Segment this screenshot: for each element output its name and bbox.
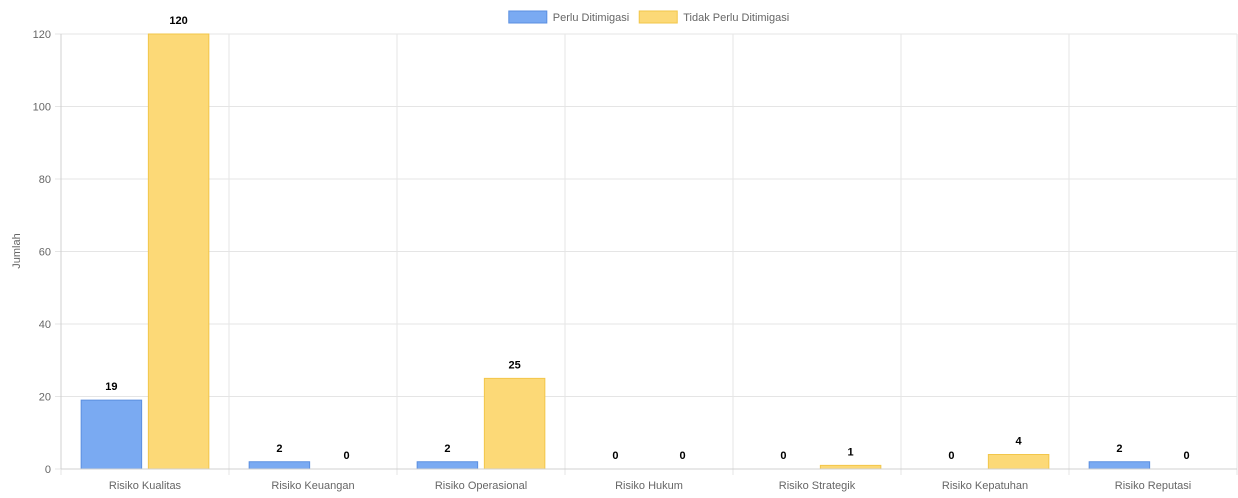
- bar[interactable]: [416, 461, 479, 470]
- y-tick-label: 60: [39, 247, 51, 259]
- data-label: 2: [444, 443, 450, 455]
- data-label: 0: [948, 450, 954, 462]
- data-label: 2: [276, 443, 282, 455]
- y-tick-label: 80: [39, 174, 51, 186]
- legend[interactable]: Perlu Ditimigasi Tidak Perlu Ditimigasi: [508, 10, 789, 24]
- data-label: 25: [508, 359, 520, 371]
- data-labels: 19 2 2 0 0 0 2 120 0 25 0 1 4 0: [105, 15, 1189, 462]
- data-label: 0: [612, 450, 618, 462]
- y-tick-label: 0: [45, 464, 51, 476]
- legend-label[interactable]: Tidak Perlu Ditimigasi: [683, 12, 789, 24]
- grid: [55, 33, 1238, 475]
- x-tick-label: Risiko Kepatuhan: [942, 480, 1028, 492]
- y-tick-label: 120: [33, 29, 51, 41]
- bar[interactable]: [80, 399, 143, 470]
- x-tick-label: Risiko Keuangan: [271, 480, 354, 492]
- legend-label[interactable]: Perlu Ditimigasi: [553, 12, 629, 24]
- bars: [80, 33, 1151, 470]
- legend-swatch[interactable]: [508, 10, 548, 24]
- data-label: 120: [169, 15, 187, 27]
- data-label: 0: [344, 450, 350, 462]
- x-tick-label: Risiko Hukum: [615, 480, 683, 492]
- y-tick-label: 40: [39, 319, 51, 331]
- x-tick-label: Risiko Operasional: [435, 480, 527, 492]
- y-tick-label: 20: [39, 392, 51, 404]
- bar[interactable]: [248, 461, 311, 470]
- data-label: 0: [1184, 450, 1190, 462]
- x-tick-label: Risiko Strategik: [779, 480, 856, 492]
- y-axis-title: Jumlah: [11, 233, 23, 268]
- data-label: 4: [1016, 436, 1023, 448]
- data-label: 0: [780, 450, 786, 462]
- data-label: 1: [848, 446, 854, 458]
- bar[interactable]: [1088, 461, 1151, 470]
- bar[interactable]: [147, 33, 210, 470]
- data-label: 0: [680, 450, 686, 462]
- bar[interactable]: [819, 464, 882, 470]
- y-tick-label: 100: [33, 102, 51, 114]
- legend-swatch[interactable]: [638, 10, 678, 24]
- x-tick-label: Risiko Kualitas: [109, 480, 182, 492]
- data-label: 19: [105, 381, 117, 393]
- data-label: 2: [1116, 443, 1122, 455]
- x-tick-label: Risiko Reputasi: [1115, 480, 1191, 492]
- bar[interactable]: [483, 377, 546, 470]
- bar[interactable]: [987, 454, 1050, 470]
